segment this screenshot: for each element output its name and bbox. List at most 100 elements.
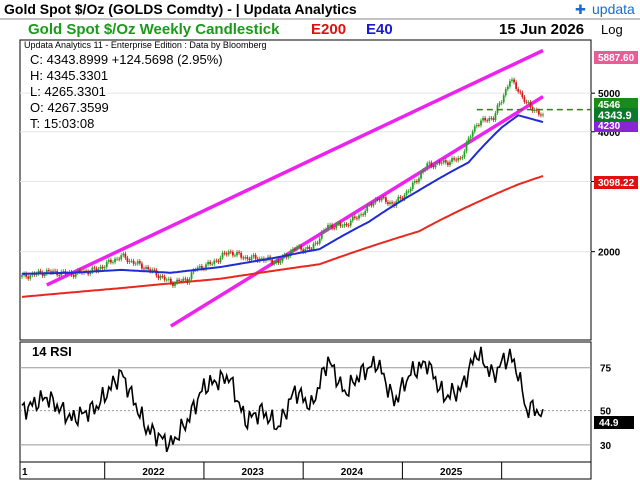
candle-body	[380, 197, 383, 201]
candle-body	[413, 180, 416, 183]
price-panel	[19, 39, 592, 341]
candle-body	[112, 262, 114, 263]
candle-body	[52, 270, 54, 273]
candle-body	[116, 258, 119, 260]
candle-body	[47, 270, 50, 272]
candle-body	[120, 255, 123, 260]
candle-body	[238, 252, 240, 254]
candle-body	[304, 248, 307, 253]
candle-body	[136, 261, 139, 264]
candle-body	[186, 279, 189, 283]
candle-body	[434, 163, 437, 168]
candle-body	[461, 156, 464, 159]
candle-body	[322, 230, 325, 233]
candle-body	[387, 202, 389, 205]
candle-body	[364, 210, 367, 215]
candle-body	[480, 120, 482, 126]
candle-body	[298, 245, 300, 248]
candle-body	[500, 102, 503, 104]
candle-body	[455, 159, 458, 161]
candle-body	[215, 260, 218, 262]
candle-body	[360, 214, 362, 216]
candle-body	[178, 279, 181, 282]
candle-body	[273, 262, 276, 264]
candle-body	[533, 109, 536, 111]
year-label: 2024	[341, 467, 364, 478]
candle-body	[236, 252, 238, 256]
rsi-tick-label: 50	[600, 407, 612, 418]
candle-body	[382, 197, 385, 199]
chart-date: 15 Jun 2026	[499, 21, 584, 38]
candle-body	[114, 258, 116, 263]
candle-body	[291, 249, 294, 251]
candle-body	[302, 249, 305, 253]
candle-body	[513, 79, 515, 83]
candle-body	[159, 276, 162, 279]
candle-body	[260, 258, 263, 260]
time-readout: T: 15:03:08	[30, 116, 94, 131]
candle-body	[141, 263, 143, 269]
candle-body	[275, 260, 278, 263]
candle-body	[95, 268, 98, 272]
candle-body	[353, 216, 356, 218]
candle-body	[209, 261, 212, 265]
candle-body	[347, 224, 350, 226]
candle-body	[45, 270, 48, 274]
candle-body	[254, 254, 257, 259]
svg-text:4343.9: 4343.9	[598, 110, 632, 122]
candle-body	[349, 220, 352, 226]
candle-body	[219, 257, 222, 262]
candle-body	[444, 160, 447, 163]
rsi-tick-label: 75	[600, 364, 612, 375]
candle-body	[190, 272, 193, 280]
candle-body	[143, 268, 145, 270]
year-label: 2022	[142, 467, 165, 478]
candle-body	[399, 196, 402, 199]
svg-text:5887.60: 5887.60	[598, 53, 635, 64]
candle-body	[498, 103, 501, 106]
candle-body	[25, 273, 28, 277]
candle-body	[370, 204, 373, 206]
candle-body	[122, 253, 125, 256]
candle-body	[411, 182, 414, 189]
candle-body	[492, 118, 495, 120]
low-readout: L: 4265.3301	[30, 84, 106, 99]
candle-body	[271, 259, 274, 264]
candle-body	[378, 199, 381, 201]
rsi-gridlines	[20, 367, 591, 446]
candle-body	[72, 274, 75, 277]
candle-body	[207, 261, 209, 265]
candle-body	[99, 266, 102, 269]
candle-body	[124, 253, 127, 258]
candle-body	[475, 125, 478, 127]
candle-body	[446, 162, 449, 166]
candle-body	[147, 267, 150, 270]
candle-body	[221, 252, 224, 258]
candle-body	[155, 270, 158, 276]
candle-body	[457, 157, 460, 161]
candle-body	[418, 178, 420, 183]
candle-body	[453, 158, 455, 160]
svg-text:4230: 4230	[598, 121, 621, 132]
candle-body	[537, 110, 540, 115]
candle-body	[310, 249, 313, 250]
candle-body	[529, 102, 532, 108]
channel-upper-line	[46, 48, 544, 287]
candle-body	[126, 257, 129, 262]
candle-body	[325, 229, 327, 231]
candle-body	[515, 82, 518, 89]
candle-body	[484, 117, 487, 121]
candle-body	[78, 269, 81, 273]
candle-body	[289, 250, 292, 256]
series-subtitle: Gold Spot $/Oz Weekly Candlestick	[28, 21, 280, 38]
candle-body	[428, 162, 431, 164]
candle-body	[376, 199, 379, 200]
brand-logo: updata	[592, 1, 635, 17]
candle-body	[397, 196, 400, 202]
candle-body	[405, 191, 408, 196]
candle-body	[422, 170, 424, 173]
candle-body	[440, 162, 443, 164]
candle-body	[459, 157, 462, 159]
high-price-tag: 5887.60	[594, 51, 638, 64]
